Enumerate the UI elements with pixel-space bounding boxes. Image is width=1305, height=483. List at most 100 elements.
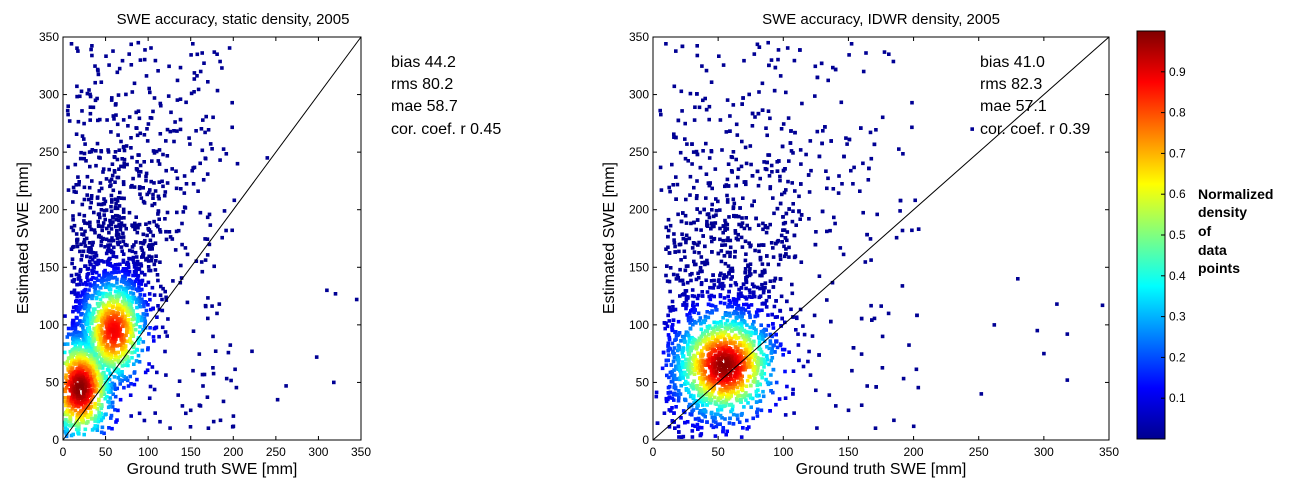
right-data-point xyxy=(817,353,821,357)
left-data-point xyxy=(147,362,151,366)
left-data-point xyxy=(112,117,116,121)
left-data-point xyxy=(83,385,87,389)
left-data-point xyxy=(218,59,222,64)
right-data-point xyxy=(664,321,668,326)
right-data-point xyxy=(704,172,709,176)
right-data-point xyxy=(733,231,738,235)
right-data-point xyxy=(754,389,759,394)
right-data-point xyxy=(701,149,705,153)
left-data-point xyxy=(75,84,79,89)
left-data-point xyxy=(134,347,139,352)
right-data-point xyxy=(719,249,724,253)
left-data-point xyxy=(220,66,224,70)
right-data-point xyxy=(772,211,776,216)
left-data-point xyxy=(97,328,101,332)
left-data-point xyxy=(66,368,71,372)
right-data-point xyxy=(750,111,755,116)
left-data-point xyxy=(157,217,161,221)
left-data-point xyxy=(86,271,91,276)
right-data-point xyxy=(727,215,731,219)
right-data-point xyxy=(851,346,856,350)
right-data-point xyxy=(789,149,794,153)
right-data-point xyxy=(713,349,718,353)
right-data-point xyxy=(707,183,712,188)
left-data-point xyxy=(82,213,87,218)
left-data-point xyxy=(174,186,179,191)
left-data-point xyxy=(93,230,97,235)
left-data-point xyxy=(81,282,85,286)
left-data-point xyxy=(124,270,128,274)
left-data-point xyxy=(132,262,137,266)
right-data-point xyxy=(739,400,743,404)
left-data-point xyxy=(120,310,124,314)
left-data-point xyxy=(151,307,155,311)
left-data-point xyxy=(130,249,135,254)
left-data-point xyxy=(180,404,185,408)
right-data-point xyxy=(768,339,773,343)
left-data-point xyxy=(89,200,93,205)
right-data-point xyxy=(673,330,678,334)
right-data-point xyxy=(680,351,684,355)
right-data-point xyxy=(785,299,789,304)
left-data-point xyxy=(125,327,129,332)
right-data-point xyxy=(743,367,747,372)
right-data-point xyxy=(658,165,663,170)
left-data-point xyxy=(114,295,119,300)
left-data-point xyxy=(75,396,80,400)
right-data-point xyxy=(772,88,777,93)
right-data-point xyxy=(672,238,676,242)
left-data-point xyxy=(179,263,183,268)
left-data-point xyxy=(192,71,197,75)
left-data-point xyxy=(115,157,120,162)
right-data-point xyxy=(694,227,699,232)
right-data-point xyxy=(760,262,765,266)
left-data-point xyxy=(121,145,126,150)
left-data-point xyxy=(71,333,75,337)
right-data-point xyxy=(700,366,705,370)
right-data-point xyxy=(696,416,701,421)
right-data-point xyxy=(692,379,696,383)
right-data-point xyxy=(748,262,753,266)
right-data-point xyxy=(869,303,873,308)
right-data-point xyxy=(709,293,714,298)
colorbar-tick-label: 0.1 xyxy=(1169,391,1186,405)
right-data-point xyxy=(723,353,727,357)
right-data-point xyxy=(668,390,673,395)
right-data-point xyxy=(910,125,914,130)
right-data-point xyxy=(716,339,720,343)
left-data-point xyxy=(114,366,119,371)
right-data-point xyxy=(752,290,756,294)
left-data-point xyxy=(89,332,93,336)
right-data-point xyxy=(695,296,700,301)
left-data-point xyxy=(84,394,88,398)
left-data-point xyxy=(109,183,113,187)
left-data-point xyxy=(137,153,141,157)
right-data-point xyxy=(674,364,678,369)
right-data-point xyxy=(777,397,782,401)
right-data-point xyxy=(700,419,704,423)
left-data-point xyxy=(65,335,70,339)
left-data-point xyxy=(117,148,122,152)
left-data-point xyxy=(69,290,74,295)
colorbar-tick-label: 0.6 xyxy=(1169,187,1186,201)
left-data-point xyxy=(110,294,114,299)
left-data-point xyxy=(172,129,176,133)
right-data-point xyxy=(710,415,715,420)
right-data-point xyxy=(894,235,899,240)
right-data-point xyxy=(681,211,685,215)
right-data-point xyxy=(792,58,797,63)
left-x-tick-label: 150 xyxy=(181,445,201,459)
left-data-point xyxy=(161,152,165,157)
right-data-point xyxy=(826,176,830,181)
left-data-point xyxy=(70,245,75,250)
left-data-point xyxy=(108,303,112,308)
left-data-point xyxy=(80,232,84,236)
left-data-point xyxy=(153,268,158,272)
right-data-point xyxy=(744,343,748,348)
left-data-point xyxy=(117,204,122,208)
left-data-point xyxy=(119,245,124,249)
right-data-point xyxy=(719,357,724,361)
left-y-tick-label: 250 xyxy=(39,145,59,159)
left-data-point xyxy=(96,360,101,365)
right-data-point xyxy=(723,338,727,342)
